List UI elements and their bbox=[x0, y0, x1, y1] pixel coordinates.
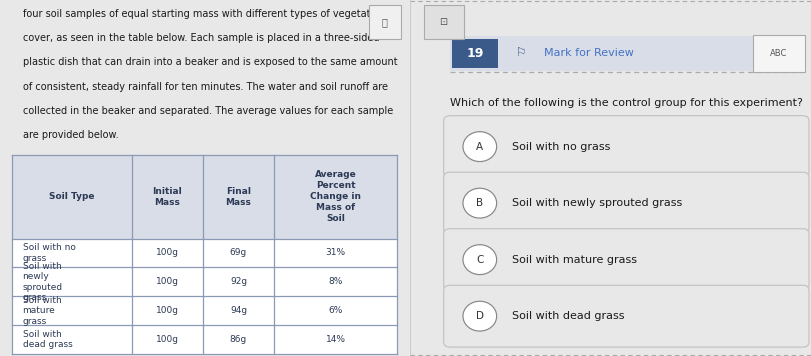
Text: 94g: 94g bbox=[230, 306, 247, 315]
Text: 8%: 8% bbox=[328, 277, 343, 287]
Text: C: C bbox=[476, 255, 483, 265]
Text: B: B bbox=[476, 198, 483, 208]
Text: Which of the following is the control group for this experiment?: Which of the following is the control gr… bbox=[449, 98, 803, 108]
Text: ⤢: ⤢ bbox=[382, 17, 388, 27]
Circle shape bbox=[463, 132, 496, 162]
Text: 92g: 92g bbox=[230, 277, 247, 287]
Text: ABC: ABC bbox=[770, 49, 787, 58]
FancyBboxPatch shape bbox=[12, 155, 397, 239]
Text: are provided below.: are provided below. bbox=[23, 130, 118, 140]
Text: 14%: 14% bbox=[326, 335, 345, 344]
Circle shape bbox=[463, 245, 496, 274]
Text: cover, as seen in the table below. Each sample is placed in a three-sided: cover, as seen in the table below. Each … bbox=[23, 33, 379, 43]
Text: Soil with
dead grass: Soil with dead grass bbox=[23, 330, 72, 350]
FancyBboxPatch shape bbox=[444, 116, 809, 178]
Text: ⊡: ⊡ bbox=[440, 17, 448, 27]
FancyBboxPatch shape bbox=[444, 229, 809, 290]
FancyBboxPatch shape bbox=[444, 172, 809, 234]
Text: 6%: 6% bbox=[328, 306, 343, 315]
Text: collected in the beaker and separated. The average values for each sample: collected in the beaker and separated. T… bbox=[23, 106, 393, 116]
Text: Soil with dead grass: Soil with dead grass bbox=[512, 311, 624, 321]
Text: 69g: 69g bbox=[230, 248, 247, 257]
Text: 86g: 86g bbox=[230, 335, 247, 344]
Text: four soil samples of equal starting mass with different types of vegetative: four soil samples of equal starting mass… bbox=[23, 9, 384, 19]
FancyBboxPatch shape bbox=[369, 5, 401, 39]
Text: 100g: 100g bbox=[156, 306, 178, 315]
Text: Soil with mature grass: Soil with mature grass bbox=[512, 255, 637, 265]
Text: plastic dish that can drain into a beaker and is exposed to the same amount: plastic dish that can drain into a beake… bbox=[23, 57, 397, 67]
FancyBboxPatch shape bbox=[423, 5, 464, 39]
Text: ⚐: ⚐ bbox=[515, 47, 526, 60]
Text: 19: 19 bbox=[466, 47, 483, 60]
Text: Initial
Mass: Initial Mass bbox=[152, 187, 182, 207]
Text: A: A bbox=[476, 142, 483, 152]
FancyBboxPatch shape bbox=[12, 296, 397, 325]
FancyBboxPatch shape bbox=[452, 39, 498, 68]
Text: D: D bbox=[476, 311, 484, 321]
FancyBboxPatch shape bbox=[12, 239, 397, 267]
Text: Soil with
mature
grass: Soil with mature grass bbox=[23, 296, 62, 326]
Text: of consistent, steady rainfall for ten minutes. The water and soil runoff are: of consistent, steady rainfall for ten m… bbox=[23, 82, 388, 91]
Circle shape bbox=[463, 188, 496, 218]
Text: 100g: 100g bbox=[156, 248, 178, 257]
Text: Soil with no
grass: Soil with no grass bbox=[23, 243, 75, 263]
Text: 100g: 100g bbox=[156, 277, 178, 287]
FancyBboxPatch shape bbox=[444, 285, 809, 347]
Text: Average
Percent
Change in
Mass of
Soil: Average Percent Change in Mass of Soil bbox=[310, 170, 361, 224]
Text: Mark for Review: Mark for Review bbox=[544, 48, 634, 58]
Text: 31%: 31% bbox=[325, 248, 345, 257]
Text: Final
Mass: Final Mass bbox=[225, 187, 251, 207]
FancyBboxPatch shape bbox=[449, 36, 803, 71]
FancyBboxPatch shape bbox=[753, 35, 805, 72]
Text: Soil Type: Soil Type bbox=[49, 192, 95, 201]
FancyBboxPatch shape bbox=[12, 267, 397, 296]
Text: Soil with
newly
sprouted
grass: Soil with newly sprouted grass bbox=[23, 262, 62, 302]
FancyBboxPatch shape bbox=[12, 325, 397, 354]
Circle shape bbox=[463, 301, 496, 331]
Text: Soil with no grass: Soil with no grass bbox=[512, 142, 611, 152]
Text: Soil with newly sprouted grass: Soil with newly sprouted grass bbox=[512, 198, 682, 208]
Text: 100g: 100g bbox=[156, 335, 178, 344]
